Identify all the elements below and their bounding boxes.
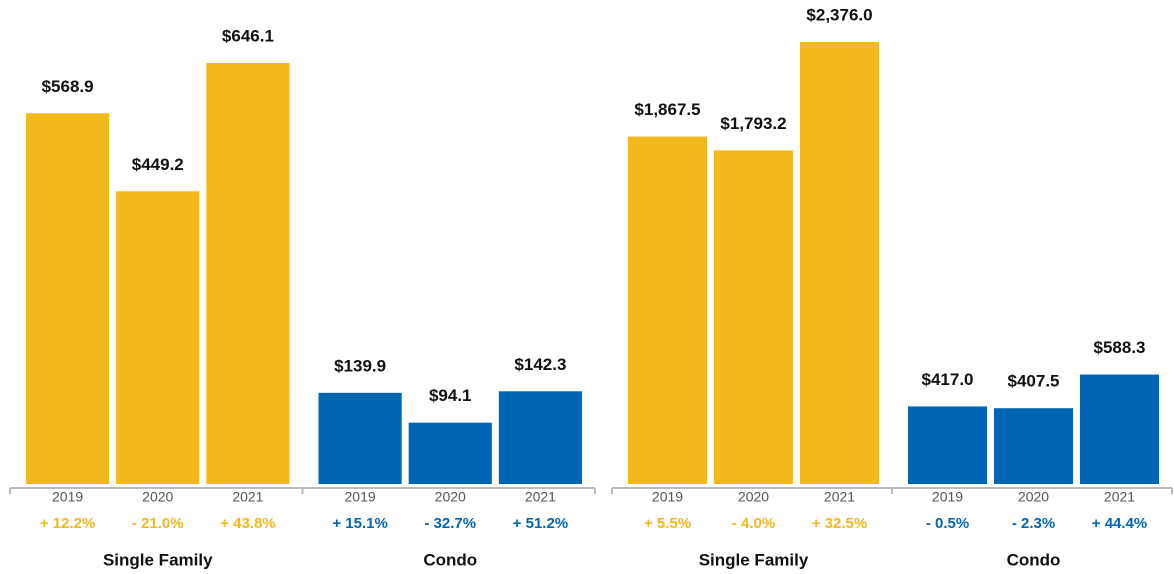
group-label: Condo: [423, 550, 477, 569]
change-label: + 43.8%: [220, 515, 275, 532]
change-label: + 15.1%: [332, 515, 387, 532]
x-tick-label: 2020: [1018, 489, 1049, 505]
x-tick-label: 2019: [345, 489, 376, 505]
value-label: $407.5: [1008, 372, 1060, 391]
value-label: $568.9: [42, 77, 94, 96]
bar: [994, 408, 1073, 484]
group-label: Single Family: [103, 550, 213, 569]
change-label: - 0.5%: [926, 515, 969, 532]
bar: [908, 406, 987, 484]
x-tick-label: 2019: [52, 489, 83, 505]
bar: [800, 42, 879, 484]
value-label: $1,793.2: [720, 114, 786, 133]
group-label: Condo: [1007, 550, 1061, 569]
value-label: $449.2: [132, 155, 184, 174]
x-tick-label: 2021: [525, 489, 556, 505]
change-label: + 44.4%: [1092, 515, 1147, 532]
change-label: + 32.5%: [812, 515, 867, 532]
bar: [26, 113, 110, 485]
change-label: - 21.0%: [132, 515, 184, 532]
x-tick-label: 2021: [232, 489, 263, 505]
change-label: - 32.7%: [424, 515, 476, 532]
x-tick-label: 2020: [738, 489, 769, 505]
bar: [116, 191, 200, 484]
value-label: $1,867.5: [634, 100, 700, 119]
value-label: $2,376.0: [806, 5, 872, 24]
bar: [1080, 374, 1159, 484]
x-tick-label: 2021: [1104, 489, 1135, 505]
change-label: + 51.2%: [513, 515, 568, 532]
group-label: Single Family: [699, 550, 809, 569]
bar: [714, 150, 793, 484]
change-label: - 4.0%: [732, 515, 775, 532]
bar: [206, 63, 290, 484]
change-label: - 2.3%: [1012, 515, 1055, 532]
x-tick-label: 2020: [142, 489, 173, 505]
bar: [318, 392, 402, 484]
x-tick-label: 2019: [652, 489, 683, 505]
value-label: $94.1: [429, 386, 472, 405]
value-label: $142.3: [514, 355, 566, 374]
x-tick-label: 2021: [824, 489, 855, 505]
bar: [498, 391, 582, 484]
bar: [628, 136, 707, 484]
value-label: $139.9: [334, 356, 386, 375]
x-tick-label: 2020: [435, 489, 466, 505]
value-label: $417.0: [922, 370, 974, 389]
bar: [408, 422, 492, 484]
change-label: + 5.5%: [644, 515, 691, 532]
x-tick-label: 2019: [932, 489, 963, 505]
change-label: + 12.2%: [40, 515, 95, 532]
value-label: $646.1: [222, 26, 274, 45]
value-label: $588.3: [1094, 338, 1146, 357]
